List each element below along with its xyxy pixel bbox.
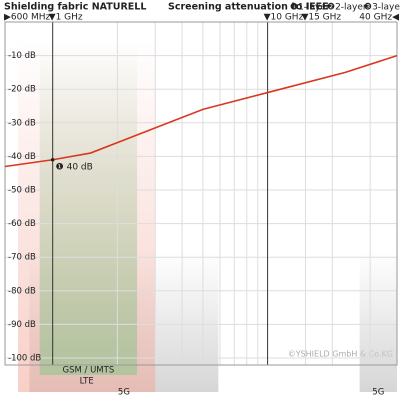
y-tick-label: -40 dB — [8, 152, 36, 162]
annotation: ❶ 40 dB — [56, 162, 93, 172]
legend-item: ❸3-layer — [364, 3, 400, 13]
legend-item: ❷2-layer — [327, 3, 367, 13]
band-label: 5G — [372, 388, 384, 398]
chart-subtitle: Screening attenuation to IEEE — [168, 2, 329, 13]
x-tick-label: ▶600 MHz — [4, 13, 50, 23]
y-tick-label: -10 dB — [8, 51, 36, 61]
y-tick-label: -20 dB — [8, 85, 36, 95]
plot-layer — [4, 21, 398, 392]
y-tick-label: -90 dB — [8, 320, 36, 330]
x-tick-label: ▼10 GHz — [264, 13, 304, 23]
y-tick-label: -60 dB — [8, 219, 36, 229]
copyright: ©YSHIELD GmbH & Co.KG — [288, 350, 393, 359]
y-tick-label: -70 dB — [8, 253, 36, 263]
x-tick-label: 40 GHz◀ — [359, 13, 399, 23]
frequency-band — [39, 40, 138, 375]
x-tick-label: ▼15 GHz — [301, 13, 341, 23]
y-tick-label: -80 dB — [8, 286, 36, 296]
y-tick-label: -50 dB — [8, 186, 36, 196]
legend-item: ❶1-layer — [290, 3, 330, 13]
plot-frame — [4, 21, 398, 366]
band-label: 5G — [118, 388, 130, 398]
y-tick-label: -100 dB — [8, 354, 41, 364]
x-tick-label: ▼1 GHz — [49, 13, 83, 23]
y-tick-label: -30 dB — [8, 118, 36, 128]
band-label: LTE — [80, 377, 94, 387]
chart-title: Shielding fabric NATURELL — [4, 2, 146, 13]
annotation-dot — [50, 157, 55, 162]
band-label: GSM / UMTS — [63, 366, 115, 376]
frequency-band — [359, 40, 397, 392]
